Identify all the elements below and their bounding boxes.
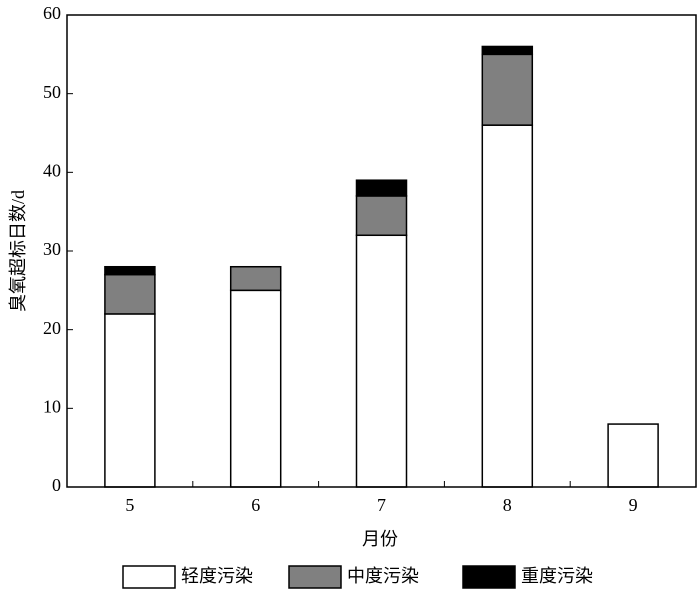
bar-segment xyxy=(481,53,534,126)
y-tick-label: 30 xyxy=(43,239,61,259)
legend-label: 重度污染 xyxy=(521,566,593,586)
bar-segment xyxy=(229,289,282,488)
bar-segment xyxy=(355,195,408,237)
y-axis-label: 臭氧超标日数/d xyxy=(8,190,28,312)
x-tick-label: 5 xyxy=(125,495,134,515)
y-tick-label: 50 xyxy=(43,82,61,102)
bar-segment xyxy=(104,265,156,276)
x-tick-label: 8 xyxy=(503,495,512,515)
bar-segment xyxy=(355,234,408,488)
bar-segment xyxy=(229,265,282,292)
bar-segment xyxy=(104,273,156,315)
bar-segment xyxy=(104,313,156,488)
legend-label: 中度污染 xyxy=(347,566,419,586)
plot-frame xyxy=(66,14,697,488)
x-tick-label: 7 xyxy=(377,495,386,515)
legend-swatch xyxy=(462,565,516,589)
y-tick-label: 40 xyxy=(43,160,61,180)
y-tick-label: 60 xyxy=(43,3,61,23)
x-tick-label: 6 xyxy=(251,495,260,515)
y-tick-label: 0 xyxy=(52,475,61,495)
y-tick-label: 20 xyxy=(43,318,61,338)
x-axis-label: 月份 xyxy=(362,529,398,549)
bar-segment xyxy=(607,423,659,488)
legend-swatch xyxy=(122,565,176,589)
x-tick-label: 9 xyxy=(629,495,638,515)
y-tick-label: 10 xyxy=(43,396,61,416)
legend-label: 轻度污染 xyxy=(181,566,253,586)
bar-segment xyxy=(355,179,408,197)
bar-segment xyxy=(481,124,534,488)
legend-swatch xyxy=(288,565,342,589)
bar-segment xyxy=(481,45,534,56)
